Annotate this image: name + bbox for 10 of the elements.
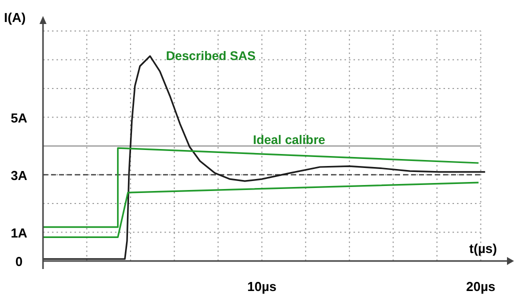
annotation: Described SAS — [166, 49, 256, 63]
y-tick-label: 1A — [10, 225, 28, 240]
y-tick-label: 3A — [10, 168, 28, 183]
x-tick-label: 20µs — [466, 279, 496, 294]
y-tick-label: 0 — [15, 254, 23, 269]
y-axis-title: I(A) — [4, 10, 26, 25]
x-axis-title: t(µs) — [469, 241, 497, 256]
y-tick-label: 5A — [10, 110, 28, 126]
annotation: Ideal calibre — [253, 133, 326, 147]
x-tick-label: 10µs — [247, 279, 276, 294]
